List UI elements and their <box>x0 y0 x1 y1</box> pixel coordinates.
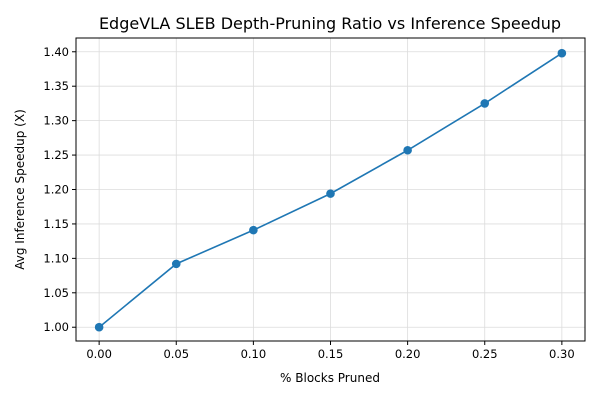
data-point <box>480 99 490 108</box>
y-tick-label: 1.20 <box>43 183 69 197</box>
data-point <box>326 189 335 198</box>
x-tick-label: 0.10 <box>241 347 267 361</box>
data-point <box>94 322 104 332</box>
x-tick-label: 0.30 <box>549 347 575 361</box>
x-tick-label: 0.00 <box>86 347 112 361</box>
x-axis-label: % Blocks Pruned <box>280 371 380 385</box>
data-point <box>557 48 567 58</box>
y-tick-label: 1.35 <box>43 79 69 93</box>
y-tick-label: 1.15 <box>43 217 69 231</box>
x-tick-label: 0.05 <box>163 347 189 361</box>
y-axis: 1.00 1.05 1.10 1.15 1.20 1.25 1.30 1.35 1.40 <box>43 45 76 334</box>
x-tick-label: 0.25 <box>472 347 498 361</box>
data-point <box>403 145 412 155</box>
chart-title: EdgeVLA SLEB Depth-Pruning Ratio vs Infe… <box>99 14 561 33</box>
y-tick-label: 1.25 <box>43 148 69 162</box>
y-tick-label: 1.40 <box>43 45 69 59</box>
y-tick-label: 1.30 <box>43 114 69 128</box>
x-tick-label: 0.15 <box>318 347 344 361</box>
data-point <box>171 259 181 269</box>
x-tick-label: 0.20 <box>395 347 421 361</box>
grid <box>76 38 585 341</box>
x-axis: 0.00 0.05 0.10 0.15 0.20 0.25 0.30 <box>86 341 575 361</box>
y-axis-label: Avg Inference Speedup (X) <box>13 109 27 269</box>
plot-frame <box>75 37 586 342</box>
y-tick-label: 1.05 <box>43 286 69 300</box>
series-group <box>94 48 567 332</box>
y-tick-label: 1.00 <box>43 320 69 334</box>
data-point <box>249 225 258 235</box>
y-tick-label: 1.10 <box>43 251 69 265</box>
